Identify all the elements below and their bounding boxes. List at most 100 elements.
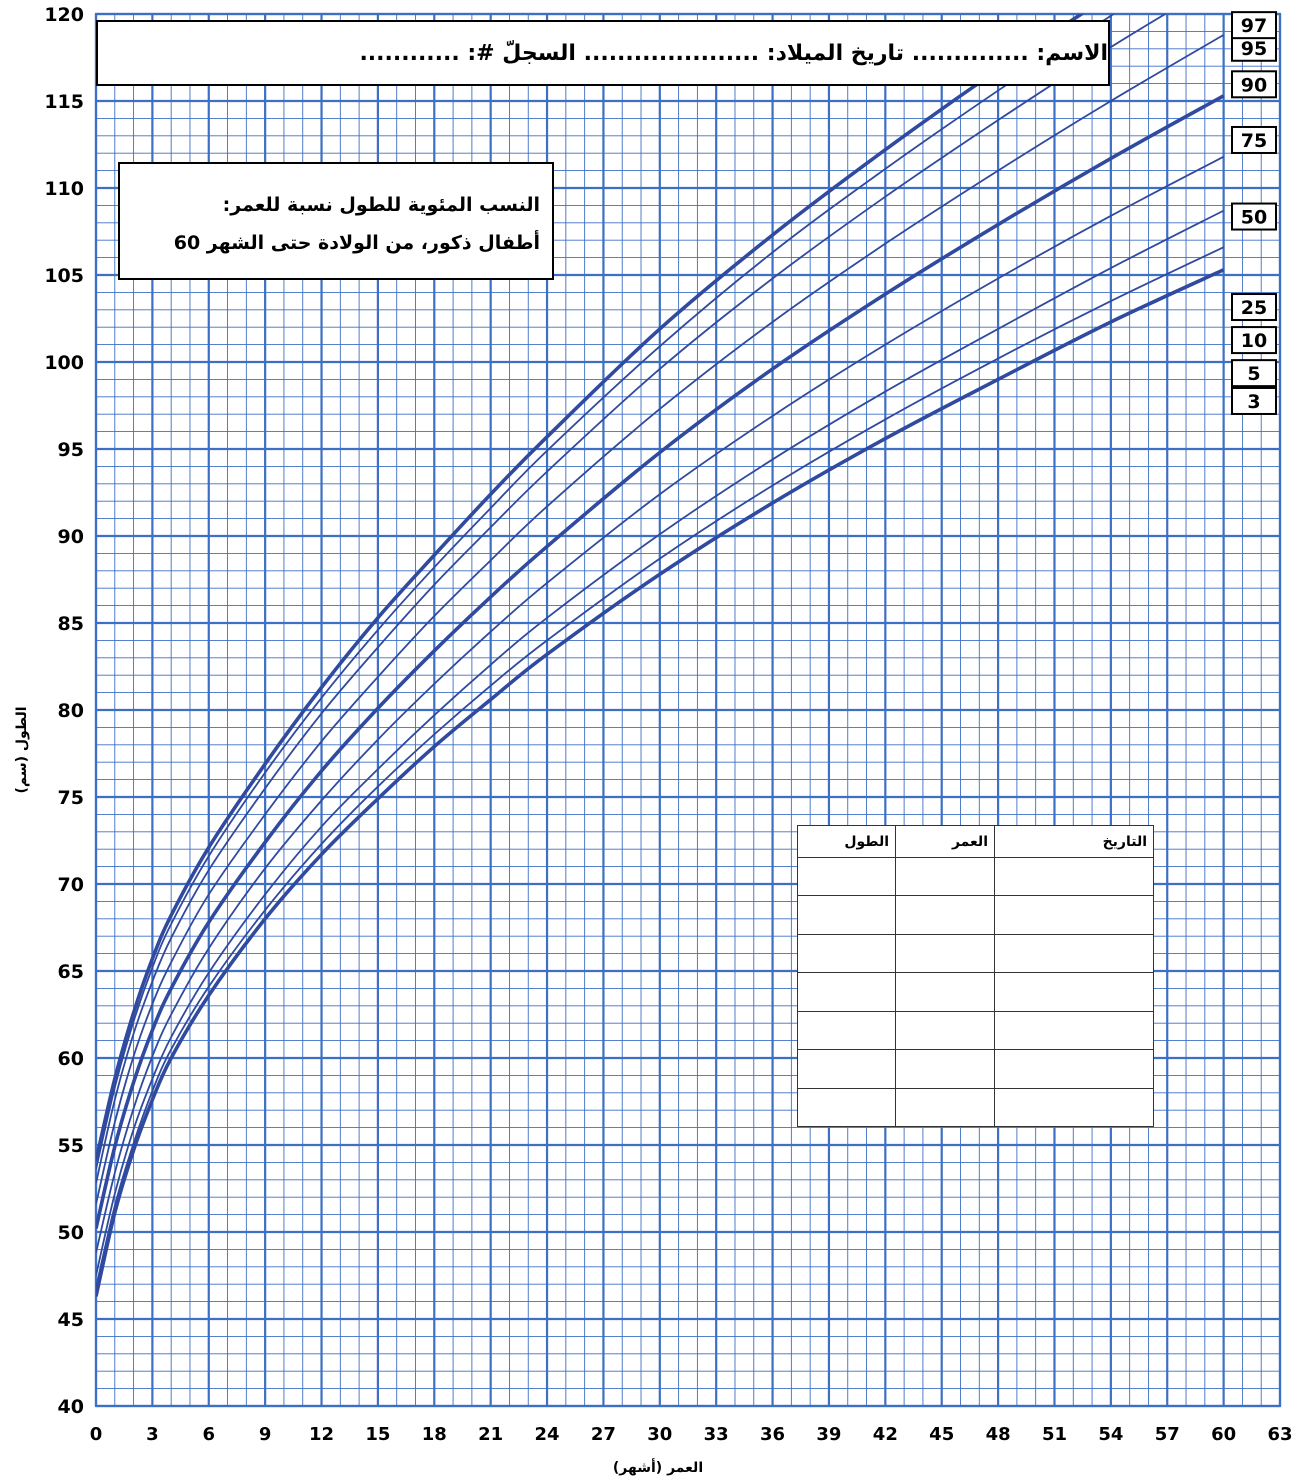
table-cell[interactable] xyxy=(994,972,1154,1012)
x-tick-label: 33 xyxy=(704,1424,729,1445)
percentile-curve-25 xyxy=(96,155,1225,1254)
table-row xyxy=(797,1087,1154,1128)
x-tick-label: 48 xyxy=(986,1424,1011,1445)
y-tick-label: 110 xyxy=(44,178,84,200)
table-cell[interactable] xyxy=(797,933,896,974)
patient-info-line: الاسم: .............. تاريخ الميلاد: ...… xyxy=(359,40,1108,66)
x-tick-label: 57 xyxy=(1155,1424,1180,1445)
chart-title-line-1: النسب المئوية للطول نسبة للعمر: xyxy=(222,194,540,216)
y-tick-label: 55 xyxy=(58,1135,84,1157)
percentile-label-box xyxy=(1231,125,1277,154)
percentile-label-box xyxy=(1231,11,1277,40)
percentile-curve-75 xyxy=(96,34,1225,1205)
y-tick-label: 80 xyxy=(58,700,84,722)
x-tick-label: 3 xyxy=(146,1424,159,1445)
table-cell[interactable] xyxy=(797,1049,896,1089)
x-tick-label: 6 xyxy=(202,1424,215,1445)
percentile-label-25: 25 xyxy=(1241,297,1267,319)
x-tick-label: 27 xyxy=(591,1424,616,1445)
x-tick-label: 63 xyxy=(1267,1424,1292,1445)
y-tick-label: 95 xyxy=(58,439,84,461)
y-axis-ticks: 40 45 50 55 60 65 70 75 80 85 90 95 100 105 110 115 120 xyxy=(44,4,84,1418)
table-cell[interactable] xyxy=(994,856,1154,897)
percentile-label-box xyxy=(1231,70,1277,99)
x-axis-ticks: 0 3 6 9 12 15 18 21 24 27 30 33 36 39 42 45 48 51 54 57 60 63 xyxy=(90,1424,1293,1445)
header-age: العمر xyxy=(895,825,995,858)
x-tick-label: 51 xyxy=(1042,1424,1067,1445)
table-cell[interactable] xyxy=(994,1049,1154,1089)
plot-frame xyxy=(94,12,1282,1408)
percentile-label-box xyxy=(1231,293,1277,322)
x-tick-label: 42 xyxy=(873,1424,898,1445)
table-row xyxy=(797,1049,1154,1089)
y-tick-label: 100 xyxy=(44,352,84,374)
percentile-curve-95 xyxy=(96,14,1116,1170)
percentile-label-75: 75 xyxy=(1241,130,1267,152)
y-tick-label: 120 xyxy=(44,4,84,26)
y-tick-label: 75 xyxy=(58,787,84,809)
percentile-curve-97 xyxy=(96,14,1085,1162)
x-tick-label: 12 xyxy=(309,1424,334,1445)
table-cell[interactable] xyxy=(895,1010,995,1051)
measurement-record-table: التاريخ العمر الطول xyxy=(797,825,1154,1128)
table-cell[interactable] xyxy=(895,933,995,974)
percentile-curve-5 xyxy=(96,246,1225,1288)
y-tick-label: 50 xyxy=(58,1222,84,1244)
x-tick-label: 18 xyxy=(422,1424,447,1445)
chart-title-box: النسب المئوية للطول نسبة للعمر: أطفال ذك… xyxy=(118,162,554,280)
table-cell[interactable] xyxy=(895,1087,995,1128)
percentile-label-box xyxy=(1231,202,1277,231)
percentile-label-box xyxy=(1231,326,1277,355)
x-tick-label: 21 xyxy=(478,1424,503,1445)
table-row xyxy=(797,895,1154,935)
table-cell[interactable] xyxy=(994,1087,1154,1128)
header-date: التاريخ xyxy=(994,825,1154,858)
x-tick-label: 45 xyxy=(929,1424,954,1445)
percentile-label-50: 50 xyxy=(1241,207,1267,229)
y-tick-label: 45 xyxy=(58,1309,84,1331)
table-cell[interactable] xyxy=(994,1010,1154,1051)
percentile-label-95: 95 xyxy=(1241,38,1267,60)
percentile-curve-3 xyxy=(96,268,1225,1297)
table-row xyxy=(797,972,1154,1012)
percentile-label-5: 5 xyxy=(1247,363,1260,385)
x-tick-label: 24 xyxy=(535,1424,560,1445)
percentile-label-90: 90 xyxy=(1241,74,1267,96)
y-tick-label: 115 xyxy=(44,91,84,113)
y-axis-title: الطول (سم) xyxy=(14,706,30,793)
percentile-label-3: 3 xyxy=(1247,391,1260,413)
table-cell[interactable] xyxy=(895,856,995,897)
table-cell[interactable] xyxy=(797,1010,896,1051)
table-cell[interactable] xyxy=(895,972,995,1012)
x-tick-label: 0 xyxy=(90,1424,103,1445)
percentile-curve-90 xyxy=(96,14,1167,1184)
table-cell[interactable] xyxy=(994,895,1154,935)
table-cell[interactable] xyxy=(797,856,896,897)
table-cell[interactable] xyxy=(797,1087,896,1128)
percentile-label-97: 97 xyxy=(1241,15,1267,37)
patient-info-box: الاسم: .............. تاريخ الميلاد: ...… xyxy=(96,20,1110,86)
y-tick-label: 70 xyxy=(58,874,84,896)
table-cell[interactable] xyxy=(797,895,896,935)
table-cell[interactable] xyxy=(994,933,1154,974)
x-tick-label: 30 xyxy=(647,1424,672,1445)
percentile-curves xyxy=(96,14,1225,1297)
y-tick-label: 65 xyxy=(58,961,84,983)
header-length: الطول xyxy=(797,825,896,858)
x-tick-label: 15 xyxy=(365,1424,390,1445)
y-tick-label: 40 xyxy=(58,1396,84,1418)
table-header-row: التاريخ العمر الطول xyxy=(797,825,1154,858)
x-tick-label: 54 xyxy=(1098,1424,1123,1445)
table-row xyxy=(797,1010,1154,1051)
chart-title-line-2: أطفال ذكور، من الولادة حتى الشهر 60 xyxy=(173,232,540,254)
percentile-label-box xyxy=(1231,359,1277,388)
y-tick-label: 105 xyxy=(44,265,84,287)
table-cell[interactable] xyxy=(797,972,896,1012)
x-tick-label: 36 xyxy=(760,1424,785,1445)
table-cell[interactable] xyxy=(895,1049,995,1089)
y-tick-label: 60 xyxy=(58,1048,84,1070)
percentile-label-10: 10 xyxy=(1241,330,1267,352)
table-cell[interactable] xyxy=(895,895,995,935)
